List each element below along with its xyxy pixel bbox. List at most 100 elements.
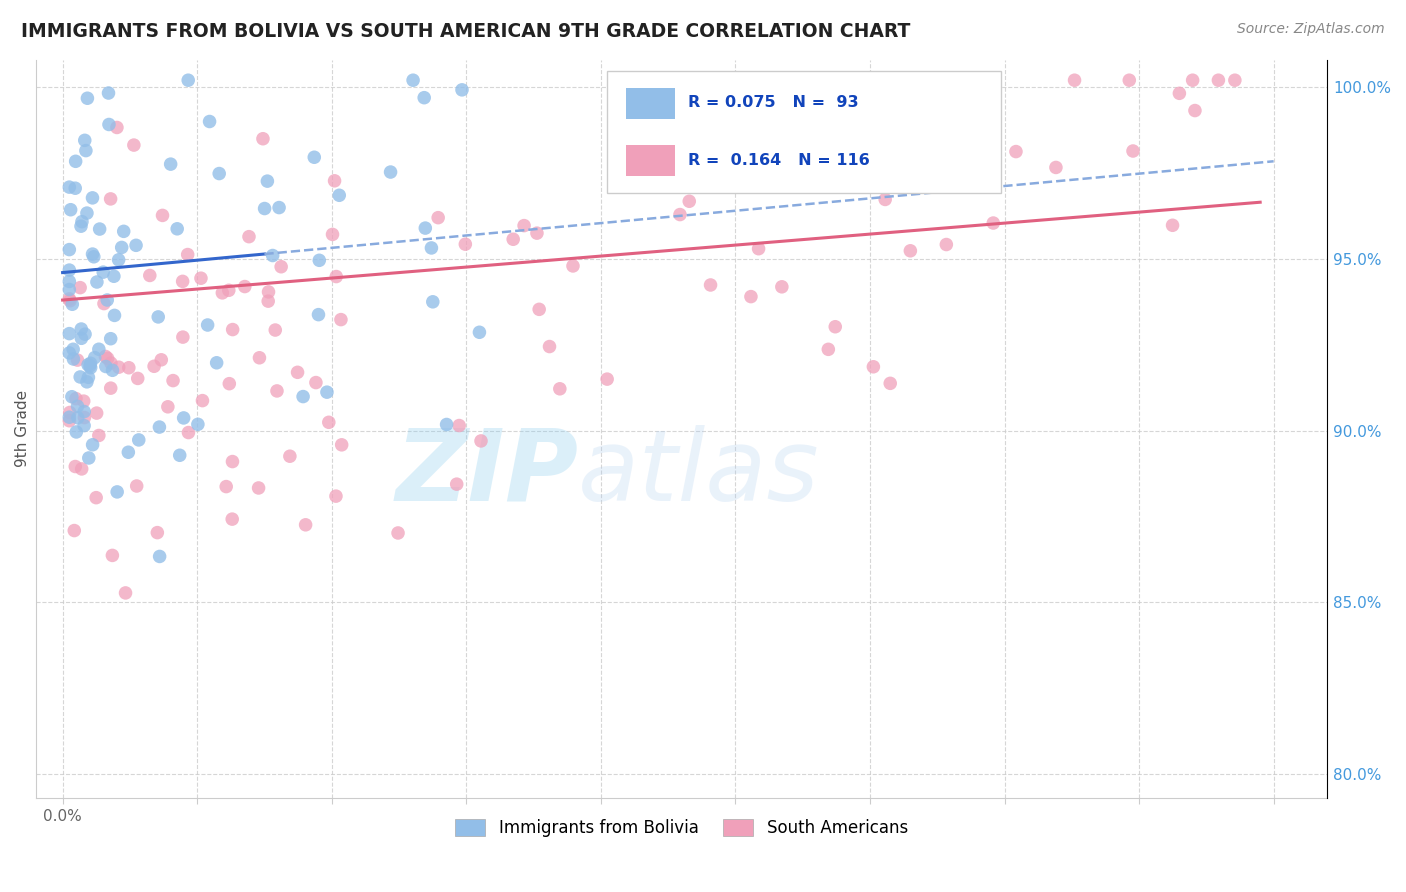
Point <box>387 525 409 540</box>
Point <box>97 86 120 100</box>
Point <box>127 371 149 385</box>
Point <box>83 351 105 365</box>
Point <box>924 73 946 87</box>
Point <box>105 484 128 499</box>
Point <box>211 285 233 300</box>
Point <box>77 370 100 384</box>
Point <box>325 269 347 284</box>
Point <box>858 169 880 183</box>
Point <box>73 404 96 418</box>
Point <box>221 512 243 526</box>
Point <box>218 283 240 297</box>
Point <box>786 73 808 87</box>
Point <box>502 232 524 246</box>
Point <box>65 154 87 169</box>
Point <box>117 445 139 459</box>
Point <box>79 359 101 373</box>
Point <box>187 417 209 432</box>
Point <box>156 400 179 414</box>
Point <box>65 425 87 439</box>
Point <box>513 219 536 233</box>
Point <box>91 265 114 279</box>
Point <box>66 399 89 413</box>
Point <box>238 229 260 244</box>
Point <box>83 250 105 264</box>
Point <box>1063 73 1085 87</box>
Point <box>169 448 191 462</box>
Point <box>699 277 721 292</box>
Point <box>70 331 93 345</box>
Text: atlas: atlas <box>578 425 820 522</box>
Point <box>86 275 108 289</box>
Point <box>198 114 221 128</box>
Point <box>266 384 288 398</box>
Point <box>817 343 839 357</box>
Point <box>287 365 309 379</box>
Point <box>449 418 471 433</box>
Point <box>75 144 97 158</box>
Point <box>215 480 238 494</box>
Point <box>103 309 125 323</box>
Point <box>60 297 83 311</box>
Point <box>824 319 846 334</box>
Point <box>218 376 240 391</box>
Point <box>257 285 280 299</box>
Point <box>58 292 80 306</box>
Point <box>981 216 1004 230</box>
Point <box>86 406 108 420</box>
Point <box>59 293 82 308</box>
Point <box>112 224 135 238</box>
Point <box>380 165 402 179</box>
Point <box>150 352 173 367</box>
Point <box>952 100 974 114</box>
Point <box>65 392 87 406</box>
Point <box>328 188 350 202</box>
Point <box>252 132 274 146</box>
Point <box>879 376 901 391</box>
Point <box>402 73 425 87</box>
Point <box>278 449 301 463</box>
Point <box>97 351 120 366</box>
Point <box>233 279 256 293</box>
Point <box>436 417 458 432</box>
Point <box>527 302 550 317</box>
Point <box>103 269 125 284</box>
Point <box>58 275 80 289</box>
Point <box>73 133 96 147</box>
Point <box>221 454 243 468</box>
Point <box>669 208 692 222</box>
Point <box>159 157 181 171</box>
Point <box>63 524 86 538</box>
Point <box>420 241 443 255</box>
Text: R =  0.164   N = 116: R = 0.164 N = 116 <box>688 153 870 168</box>
Point <box>770 280 793 294</box>
Point <box>148 310 170 324</box>
Point <box>101 363 124 377</box>
Point <box>87 428 110 442</box>
Point <box>177 425 200 440</box>
Point <box>304 150 326 164</box>
Point <box>740 290 762 304</box>
Point <box>253 202 276 216</box>
Point <box>79 360 101 375</box>
Point <box>208 167 231 181</box>
Point <box>69 280 91 294</box>
Point <box>678 194 700 209</box>
Point <box>70 462 93 476</box>
Text: R = 0.075   N =  93: R = 0.075 N = 93 <box>688 95 859 111</box>
Point <box>1045 161 1067 175</box>
Point <box>94 350 117 364</box>
Point <box>1118 73 1140 87</box>
Point <box>84 491 107 505</box>
Point <box>73 418 96 433</box>
Point <box>257 294 280 309</box>
Point <box>111 240 134 254</box>
Point <box>1184 103 1206 118</box>
Point <box>1168 87 1191 101</box>
Point <box>177 73 200 87</box>
Bar <box>626 87 675 119</box>
Point <box>305 376 328 390</box>
Point <box>125 238 148 252</box>
Point <box>143 359 166 374</box>
Point <box>58 263 80 277</box>
